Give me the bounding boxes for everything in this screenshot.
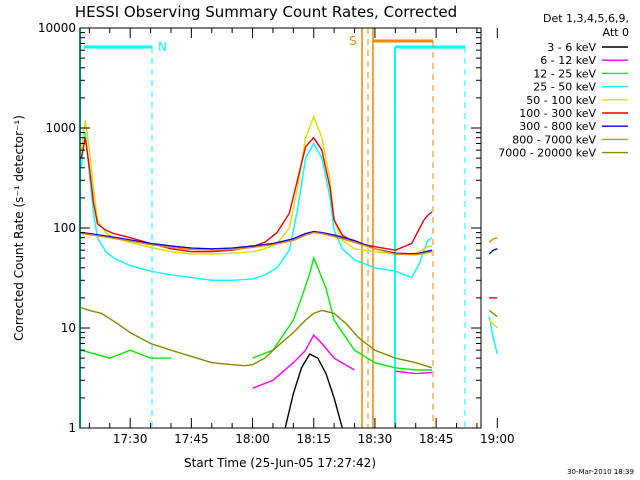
x-tick-label: 17:30 xyxy=(113,432,148,446)
legend-entry-label: 25 - 50 keV xyxy=(533,81,596,94)
y-tick-label: 10000 xyxy=(38,21,76,35)
series-line-5-seg-0 xyxy=(80,136,433,253)
footer-date: 30-Mar-2010 18:39 xyxy=(567,468,634,476)
legend-entry-label: 300 - 800 keV xyxy=(519,120,596,133)
x-tick-label: 18:30 xyxy=(358,432,393,446)
series-line-7-seg-0 xyxy=(81,231,433,256)
y-tick-label: 10 xyxy=(61,321,76,335)
series-layer xyxy=(80,114,498,429)
series-line-8-seg-0 xyxy=(80,306,433,369)
y-axis-label: Corrected Count Rate (s⁻¹ detector⁻¹) xyxy=(12,115,26,341)
legend-entry-label: 800 - 7000 keV xyxy=(512,133,596,146)
series-line-1-seg-4 xyxy=(395,370,433,375)
legend-entry-label: 100 - 300 keV xyxy=(519,107,596,120)
series-line-1-seg-3 xyxy=(252,333,355,389)
series-line-3-seg-1 xyxy=(488,316,498,355)
y-tick-label: 1000 xyxy=(45,121,76,135)
saa-label: S xyxy=(349,34,357,48)
x-tick-label: 17:45 xyxy=(174,432,209,446)
series-line-4-seg-1 xyxy=(488,319,498,329)
legend-entry-label: 6 - 12 keV xyxy=(540,54,596,67)
chart-title: HESSI Observing Summary Count Rates, Cor… xyxy=(75,3,457,21)
series-line-4-seg-0 xyxy=(80,114,433,255)
series-line-8-seg-1 xyxy=(488,309,498,318)
series-line-2-seg-2 xyxy=(252,255,432,371)
y-tick-label: 1 xyxy=(68,421,76,435)
axes: 17:30 17:45 18:00 18:15 18:30 18:45 19:00 1 10 10… xyxy=(38,21,515,446)
x-axis-label: Start Time (25-Jun-05 17:27:42) xyxy=(184,456,376,470)
series-line-3-seg-0 xyxy=(80,132,433,281)
legend-header-line-1: Det 1,3,4,5,6,9, xyxy=(543,12,629,25)
series-line-2-seg-0 xyxy=(81,349,171,359)
legend-entry-label: 3 - 6 keV xyxy=(547,41,596,54)
legend-header-line-2: Att 0 xyxy=(603,26,629,39)
legend-entry-label: 12 - 25 keV xyxy=(533,67,596,80)
x-tick-label: 18:00 xyxy=(235,432,270,446)
series-line-6-seg-1 xyxy=(488,248,498,255)
series-line-7-seg-1 xyxy=(488,237,498,243)
x-tick-label: 18:45 xyxy=(419,432,454,446)
y-tick-label: 100 xyxy=(53,221,76,235)
x-tick-label: 19:00 xyxy=(480,432,515,446)
legend-entry-label: 7000 - 20000 keV xyxy=(498,147,596,160)
series-line-0-seg-0 xyxy=(284,353,343,429)
x-tick-label: 18:15 xyxy=(296,432,331,446)
legend-entry-label: 50 - 100 keV xyxy=(526,94,596,107)
night-label: N xyxy=(158,40,167,54)
